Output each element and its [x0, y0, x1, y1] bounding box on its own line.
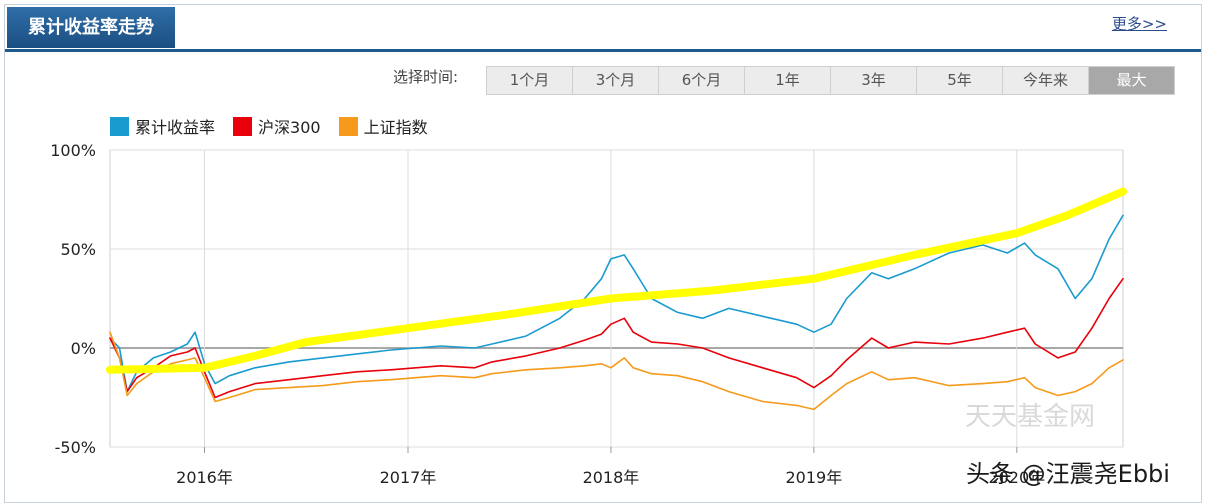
- panel-header: 累计收益率走势 更多>>: [5, 5, 1201, 52]
- author-watermark: 头条 @汪震尧Ebbi: [966, 460, 1170, 488]
- legend-swatch-fund: [110, 116, 129, 136]
- legend-label-hs300: 沪深300: [258, 118, 321, 137]
- legend-label-sh: 上证指数: [363, 118, 428, 137]
- panel-title-tab[interactable]: 累计收益率走势: [7, 7, 175, 48]
- x-tick-label: 2016年: [176, 468, 233, 487]
- trend-highlight-line: [106, 187, 1127, 374]
- series-line-sh: [109, 331, 1124, 411]
- legend-swatch-sh: [338, 116, 358, 136]
- period-ytd-button[interactable]: 今年来: [1003, 67, 1089, 94]
- period-1-year-button[interactable]: 1年: [745, 67, 831, 94]
- more-link[interactable]: 更多>>: [1111, 15, 1167, 33]
- x-tick-label: 2017年: [380, 468, 437, 487]
- legend-swatch-hs300: [233, 116, 253, 136]
- period-6-month-button[interactable]: 6个月: [659, 67, 745, 94]
- period-selector-label: 选择时间:: [393, 68, 459, 86]
- period-max-button[interactable]: 最大: [1089, 67, 1174, 94]
- legend-item-fund[interactable]: 累计收益率: [110, 114, 215, 138]
- x-tick-label: 2019年: [786, 468, 843, 487]
- period-selector: 1个月 3个月 6个月 1年 3年 5年 今年来 最大: [486, 66, 1175, 95]
- legend-label-fund: 累计收益率: [135, 118, 216, 137]
- period-3-year-button[interactable]: 3年: [831, 67, 917, 94]
- legend-item-hs300[interactable]: 沪深300: [233, 114, 321, 138]
- period-1-month-button[interactable]: 1个月: [487, 67, 573, 94]
- x-tick-label: 2018年: [583, 468, 640, 487]
- legend-item-sh[interactable]: 上证指数: [338, 114, 428, 138]
- site-watermark: 天天基金网: [965, 402, 1095, 432]
- y-tick-label: -50%: [55, 438, 96, 457]
- x-tick-label: 2020年: [988, 468, 1045, 487]
- y-tick-label: 0%: [71, 339, 96, 358]
- period-5-year-button[interactable]: 5年: [917, 67, 1003, 94]
- y-tick-label: 50%: [60, 240, 96, 259]
- chart-legend: 累计收益率 沪深300 上证指数: [110, 114, 446, 138]
- period-3-month-button[interactable]: 3个月: [573, 67, 659, 94]
- y-tick-label: 100%: [50, 141, 96, 160]
